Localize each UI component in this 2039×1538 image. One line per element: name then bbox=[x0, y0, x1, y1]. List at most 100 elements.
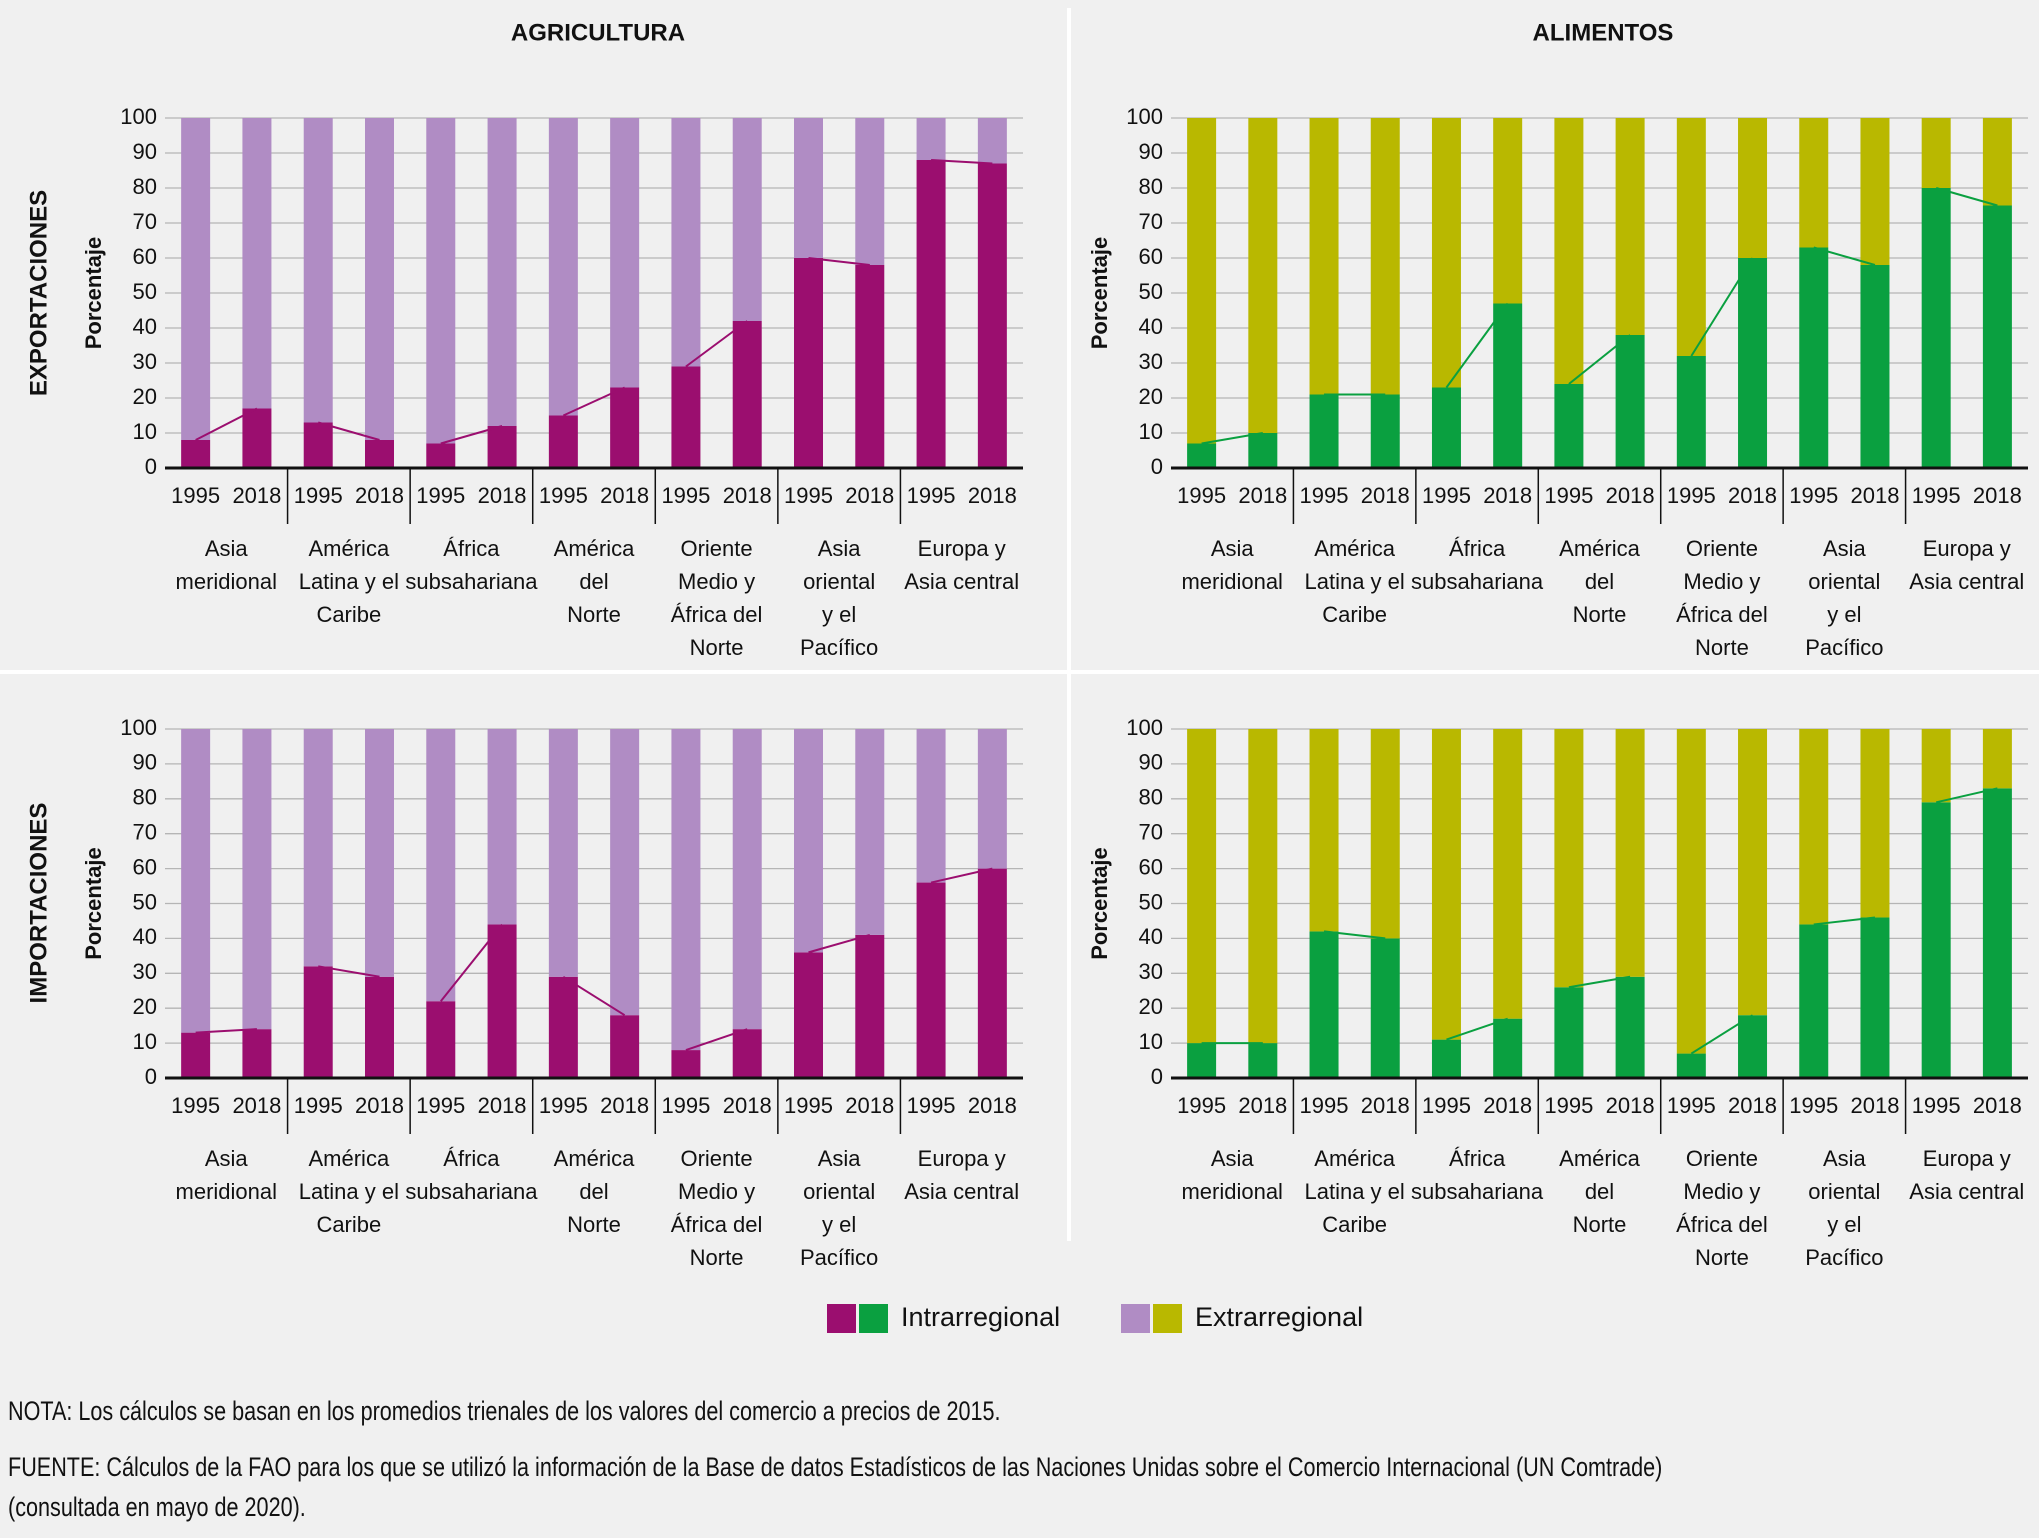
x-tick-label: 1995 bbox=[1912, 1093, 1961, 1118]
connector-line bbox=[1935, 787, 1998, 804]
x-tick-label: 1995 bbox=[1667, 1093, 1716, 1118]
bar-segment bbox=[303, 729, 333, 967]
y-tick-label: 30 bbox=[1139, 349, 1163, 374]
group-label: Asia meridional bbox=[176, 1146, 278, 1204]
connector-line bbox=[1568, 334, 1631, 385]
group-label: Europa y Asia central bbox=[1909, 536, 2024, 594]
group-label: Oriente Medio y África del Norte bbox=[1676, 536, 1768, 660]
group-label: Europa y Asia central bbox=[904, 1146, 1019, 1204]
bar-segment bbox=[1921, 118, 1951, 188]
x-tick-label: 2018 bbox=[968, 483, 1017, 508]
y-tick-label: 20 bbox=[133, 384, 157, 409]
group-label: Oriente Medio y África del Norte bbox=[1676, 1146, 1768, 1270]
x-tick-label: 2018 bbox=[968, 1093, 1017, 1118]
group-label: América del Norte bbox=[1559, 1146, 1640, 1237]
column-title: ALIMENTOS bbox=[1533, 19, 1674, 46]
group-label: América Latina y el Caribe bbox=[299, 1146, 399, 1237]
y-tick-label: 50 bbox=[133, 279, 157, 304]
connector-line bbox=[317, 421, 380, 441]
y-tick-label: 30 bbox=[1139, 959, 1163, 984]
group-label: Oriente Medio y África del Norte bbox=[671, 1146, 763, 1270]
group-label: América del Norte bbox=[554, 536, 635, 627]
y-tick-label: 20 bbox=[1139, 384, 1163, 409]
x-tick-label: 1995 bbox=[1300, 1093, 1349, 1118]
x-tick-label: 2018 bbox=[1483, 1093, 1532, 1118]
bar-segment bbox=[977, 118, 1007, 164]
y-tick-label: 80 bbox=[133, 785, 157, 810]
y-tick-label: 60 bbox=[1139, 854, 1163, 879]
note: NOTA: Los cálculos se basan en los prome… bbox=[8, 1396, 1001, 1426]
x-tick-label: 1995 bbox=[294, 483, 343, 508]
connector-line bbox=[1813, 916, 1876, 926]
bar-segment bbox=[1370, 118, 1400, 395]
bar-segment bbox=[977, 163, 1007, 468]
bar-segment bbox=[1554, 987, 1584, 1078]
bar-segment bbox=[303, 422, 333, 468]
bar-segment bbox=[426, 729, 456, 1002]
x-tick-label: 2018 bbox=[1238, 483, 1287, 508]
connector-line bbox=[1323, 930, 1386, 940]
x-tick-label: 2018 bbox=[1850, 483, 1899, 508]
y-tick-label: 10 bbox=[133, 1029, 157, 1054]
bar-segment bbox=[794, 729, 823, 953]
bar-segment bbox=[487, 729, 517, 925]
bar-segment bbox=[1860, 265, 1890, 468]
x-tick-label: 1995 bbox=[1544, 1093, 1593, 1118]
connector-line bbox=[1568, 975, 1631, 989]
group-label: Asia meridional bbox=[1181, 1146, 1283, 1204]
x-tick-label: 2018 bbox=[355, 1093, 404, 1118]
bar-segment bbox=[181, 118, 211, 440]
connector-line bbox=[1445, 302, 1509, 389]
y-tick-label: 90 bbox=[133, 750, 157, 775]
x-tick-label: 1995 bbox=[661, 1093, 710, 1118]
x-tick-label: 2018 bbox=[232, 1093, 281, 1118]
bar-segment bbox=[1799, 729, 1829, 925]
x-tick-label: 1995 bbox=[784, 1093, 833, 1118]
connector-line bbox=[1446, 1017, 1509, 1041]
connector-line bbox=[685, 1028, 748, 1052]
bar-segment bbox=[732, 1029, 762, 1078]
x-tick-label: 2018 bbox=[1483, 483, 1532, 508]
bar-segment bbox=[1799, 924, 1829, 1078]
y-tick-label: 10 bbox=[1139, 1029, 1163, 1054]
bar-segment bbox=[1860, 118, 1890, 265]
y-tick-label: 50 bbox=[133, 889, 157, 914]
bar-segment bbox=[426, 443, 456, 468]
bar-segment bbox=[548, 729, 578, 977]
group-label: África subsahariana bbox=[1411, 536, 1544, 594]
x-tick-label: 1995 bbox=[539, 1093, 588, 1118]
bar-segment bbox=[671, 1050, 701, 1078]
x-tick-label: 1995 bbox=[539, 483, 588, 508]
group-label: América del Norte bbox=[554, 1146, 635, 1237]
y-tick-label: 90 bbox=[1139, 750, 1163, 775]
bar-segment bbox=[365, 976, 394, 1078]
bar-segment bbox=[1248, 729, 1278, 1044]
group-label: Europa y Asia central bbox=[904, 536, 1019, 594]
bar-segment bbox=[1187, 443, 1217, 468]
connector-line bbox=[318, 965, 380, 978]
bar-segment bbox=[1248, 433, 1278, 468]
bar-segment bbox=[671, 118, 701, 367]
bar-segment bbox=[732, 118, 762, 321]
x-tick-label: 2018 bbox=[723, 483, 772, 508]
x-tick-label: 1995 bbox=[416, 483, 465, 508]
y-tick-label: 80 bbox=[133, 174, 157, 199]
group-label: América Latina y el Caribe bbox=[1304, 536, 1404, 627]
x-tick-label: 1995 bbox=[1789, 1093, 1838, 1118]
connector-line bbox=[1935, 187, 1998, 207]
x-tick-label: 2018 bbox=[1606, 1093, 1655, 1118]
bar-segment bbox=[671, 729, 701, 1051]
bar-segment bbox=[1309, 118, 1339, 395]
x-tick-label: 2018 bbox=[478, 483, 527, 508]
x-tick-label: 2018 bbox=[1728, 1093, 1777, 1118]
connector-line bbox=[440, 923, 503, 1002]
bar-segment bbox=[1431, 1039, 1461, 1078]
x-tick-label: 1995 bbox=[1300, 483, 1349, 508]
y-tick-label: 80 bbox=[1139, 785, 1163, 810]
bar-segment bbox=[487, 118, 517, 426]
x-tick-label: 1995 bbox=[1544, 483, 1593, 508]
bar-segment bbox=[1676, 1053, 1706, 1078]
x-tick-label: 2018 bbox=[1973, 1093, 2022, 1118]
x-tick-label: 1995 bbox=[1912, 483, 1961, 508]
